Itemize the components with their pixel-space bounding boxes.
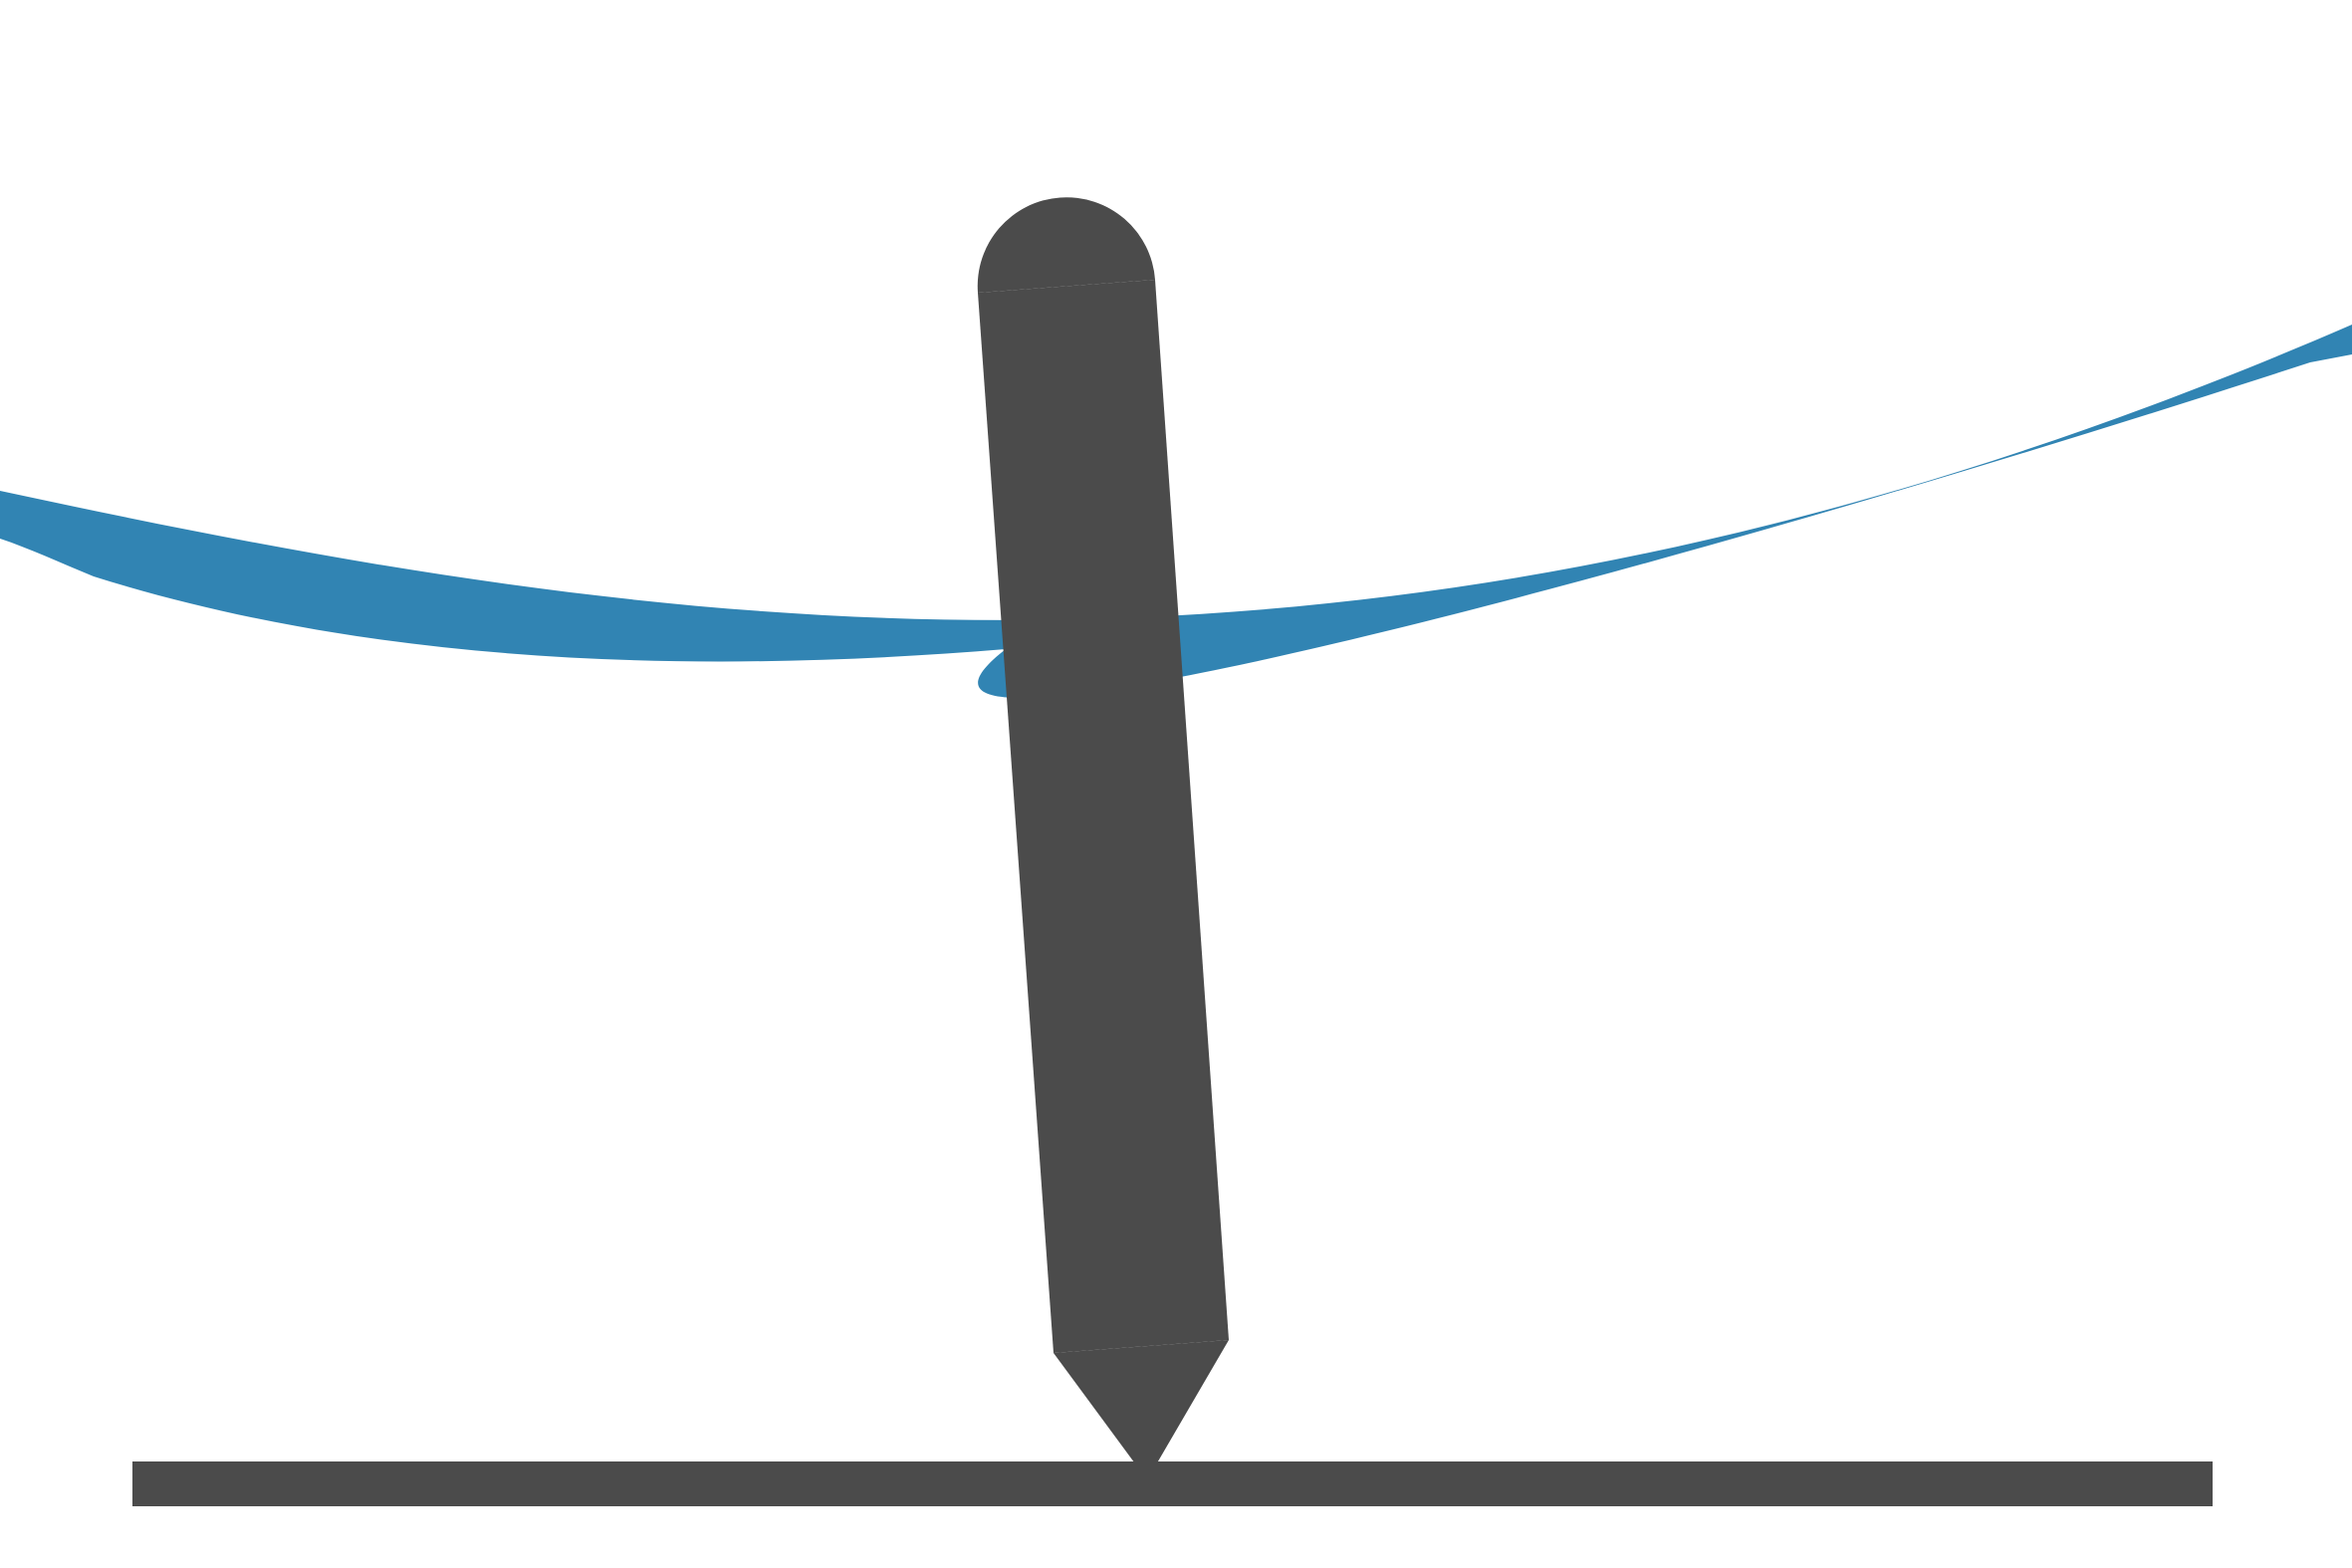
brush-stroke [0, 325, 2352, 698]
pencil-icon [977, 197, 1229, 1466]
pencil-tip [1054, 1340, 1229, 1466]
pencil-eraser [977, 197, 1155, 293]
pencil-body [978, 280, 1229, 1353]
baseline-bar [132, 1461, 2213, 1506]
